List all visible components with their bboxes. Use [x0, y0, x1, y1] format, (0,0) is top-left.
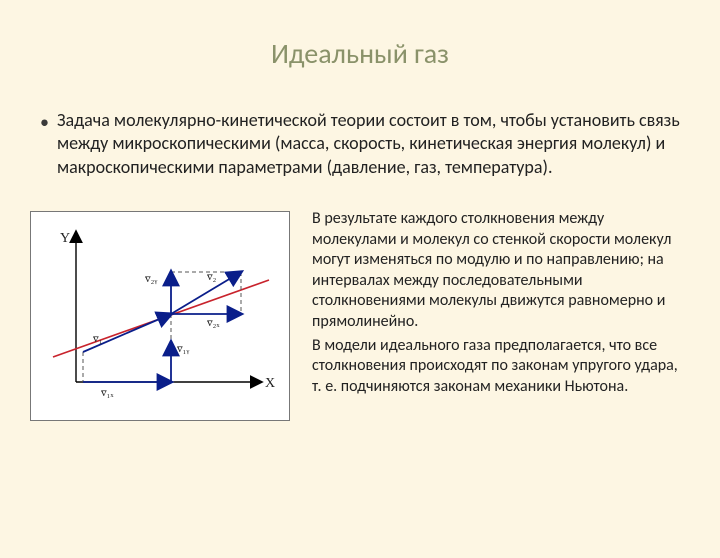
svg-text:X: X [265, 376, 275, 391]
paragraph-1: В результате каждого столкновения между … [312, 209, 684, 332]
svg-text:v̅₂: v̅₂ [207, 271, 217, 283]
description-column: В результате каждого столкновения между … [306, 205, 690, 421]
lower-row: X Yv̅₁ v̅₂ v̅₁ₓ v̅₂ₓ v̅₁ᵧ v̅₂ᵧ В результате ка… [30, 205, 690, 421]
vector-diagram: X Yv̅₁ v̅₂ v̅₁ₓ v̅₂ₓ v̅₁ᵧ v̅₂ᵧ [30, 211, 290, 421]
page-title: Идеальный газ [30, 36, 690, 71]
svg-text:v̅₁: v̅₁ [93, 333, 103, 345]
svg-text:v̅₁ₓ: v̅₁ₓ [101, 387, 115, 399]
intro-block: • Задача молекулярно-кинетической теории… [30, 99, 690, 191]
svg-text:v̅₂ₓ: v̅₂ₓ [207, 317, 221, 329]
intro-text: Задача молекулярно-кинетической теории с… [57, 109, 682, 179]
diagram-column: X Yv̅₁ v̅₂ v̅₁ₓ v̅₂ₓ v̅₁ᵧ v̅₂ᵧ [30, 205, 290, 421]
title-block: Идеальный газ [30, 18, 690, 85]
svg-text:v̅₂ᵧ: v̅₂ᵧ [145, 273, 158, 285]
svg-text:v̅₁ᵧ: v̅₁ᵧ [177, 343, 190, 355]
paragraph-2: В модели идеального газа предполагается,… [312, 336, 684, 397]
bullet-icon: • [40, 111, 49, 134]
svg-text:Y: Y [60, 231, 70, 246]
